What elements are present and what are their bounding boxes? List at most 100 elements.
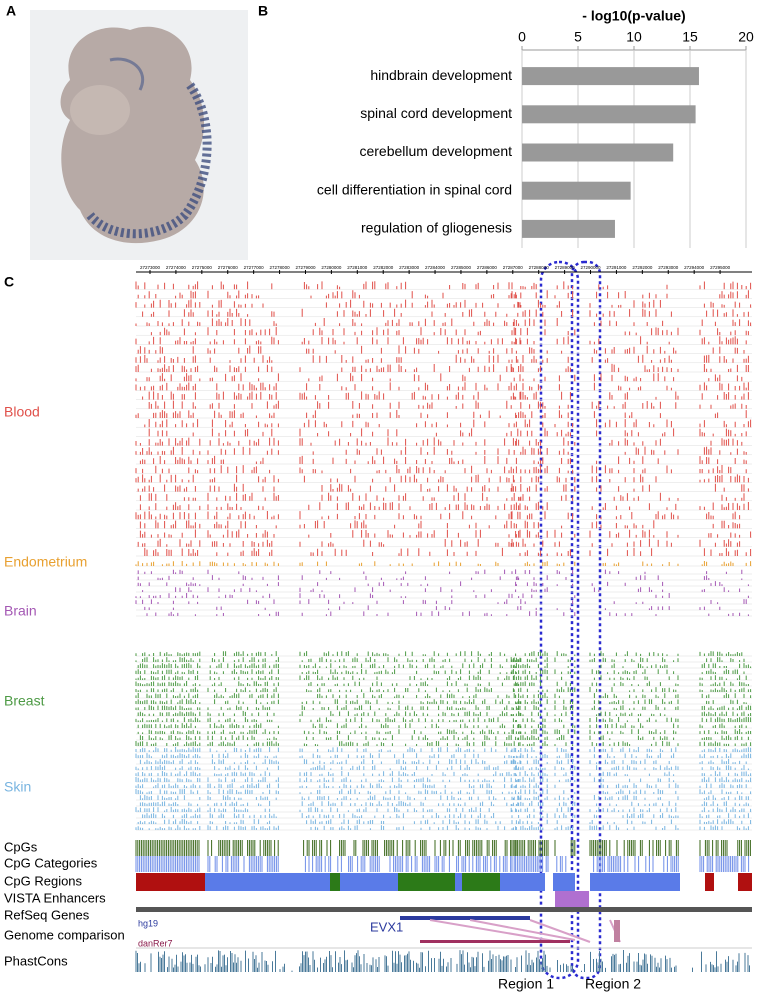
cpg-region (136, 873, 205, 891)
region-box (539, 260, 580, 980)
signal (135, 687, 752, 692)
signal (150, 327, 749, 336)
ruler-label: 27279000 (295, 265, 316, 270)
signal (137, 538, 741, 547)
ruler-label: 27294000 (684, 265, 705, 270)
signal (144, 547, 752, 556)
ruler-label: 27293000 (658, 265, 679, 270)
cpg-region (553, 873, 575, 891)
signal (135, 651, 743, 656)
alignment-links (429, 919, 621, 943)
region-box (570, 260, 602, 980)
ruler-label: 27291000 (606, 265, 627, 270)
ruler-label: 27285000 (451, 265, 472, 270)
cpg-region (330, 873, 340, 891)
signal (139, 492, 745, 501)
signal (139, 455, 747, 464)
assembly-label: danRer7 (138, 938, 173, 948)
signal (135, 777, 752, 782)
signal (137, 290, 749, 299)
region-label: Region 2 (585, 976, 641, 992)
group-label: Blood (4, 404, 40, 420)
ruler-label: 27276000 (218, 265, 239, 270)
signal (135, 669, 745, 674)
signal (139, 501, 749, 510)
vista-enhancer (555, 891, 589, 907)
signal (135, 825, 749, 830)
signal (137, 819, 752, 824)
signal (135, 363, 749, 372)
signal (135, 446, 747, 455)
x-tick-label: 15 (682, 29, 698, 45)
ruler-label: 27288000 (529, 265, 550, 270)
panel-label: A (6, 3, 16, 19)
signal (139, 795, 749, 800)
signal (135, 783, 747, 788)
signal (135, 693, 752, 698)
panel-label: B (258, 3, 268, 19)
ruler-label: 27278000 (270, 265, 291, 270)
y-tick-label: hindbrain development (370, 67, 512, 83)
signal (135, 373, 743, 382)
signal (135, 382, 749, 391)
track-label: VISTA Enhancers (4, 890, 106, 905)
signal (146, 611, 749, 616)
track-label: CpGs (4, 839, 38, 854)
signal (135, 741, 752, 746)
signal (135, 318, 752, 326)
signal (144, 419, 752, 428)
cpg-marks (135, 840, 751, 856)
signal (135, 789, 752, 794)
bar (522, 143, 674, 162)
assembly-label: hg19 (138, 918, 158, 928)
x-tick-label: 5 (574, 29, 582, 45)
gene-label: EVX1 (370, 919, 403, 934)
signal (142, 813, 749, 818)
danrer-gene (614, 920, 620, 942)
signal (142, 391, 749, 400)
signal (139, 735, 749, 740)
ruler-label: 27273000 (140, 265, 161, 270)
region-label: Region 1 (498, 976, 554, 992)
bar (522, 181, 631, 200)
signal (135, 681, 749, 686)
track-label: CpG Categories (4, 855, 98, 870)
signal (135, 474, 749, 483)
ruler-label: 27282000 (373, 265, 394, 270)
group-label: Skin (4, 779, 31, 795)
embryo-photo (30, 10, 248, 260)
ruler-label: 27287000 (503, 265, 524, 270)
signal (137, 581, 749, 586)
cpg-region (462, 873, 500, 891)
axis-title: - log10(p-value) (582, 8, 685, 24)
signal (137, 575, 743, 580)
ruler-label: 27280000 (321, 265, 342, 270)
signal (135, 765, 749, 770)
bar (522, 105, 696, 124)
signal (135, 705, 752, 710)
signal (135, 699, 747, 704)
refseq-band (136, 907, 752, 912)
ruler-label: 27274000 (166, 265, 187, 270)
x-tick-label: 20 (738, 29, 754, 45)
signal (137, 711, 752, 716)
track-label: CpG Regions (4, 873, 83, 888)
signal (139, 520, 741, 529)
signal (135, 336, 747, 345)
signal (135, 771, 752, 776)
signal (139, 529, 752, 538)
cpg-region (398, 873, 455, 891)
signal (139, 801, 749, 806)
ruler-label: 27284000 (425, 265, 446, 270)
phastcons (135, 950, 750, 972)
signal (135, 807, 752, 812)
signal (142, 308, 749, 317)
signal (135, 593, 749, 598)
track-label: RefSeq Genes (4, 907, 90, 922)
ruler-label: 27275000 (192, 265, 213, 270)
signal (137, 345, 745, 354)
signal (139, 759, 747, 764)
signal (135, 354, 749, 363)
signal (148, 400, 747, 409)
